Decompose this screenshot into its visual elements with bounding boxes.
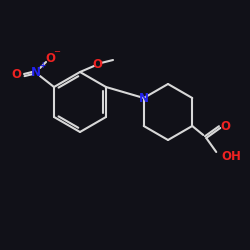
Text: O: O (220, 120, 230, 132)
Text: OH: OH (221, 150, 241, 162)
Text: O: O (92, 58, 102, 70)
Text: −: − (54, 48, 60, 56)
Text: +: + (39, 62, 45, 70)
Text: O: O (11, 68, 21, 80)
Text: O: O (45, 52, 55, 64)
Text: N: N (139, 92, 149, 104)
Text: N: N (31, 66, 41, 78)
